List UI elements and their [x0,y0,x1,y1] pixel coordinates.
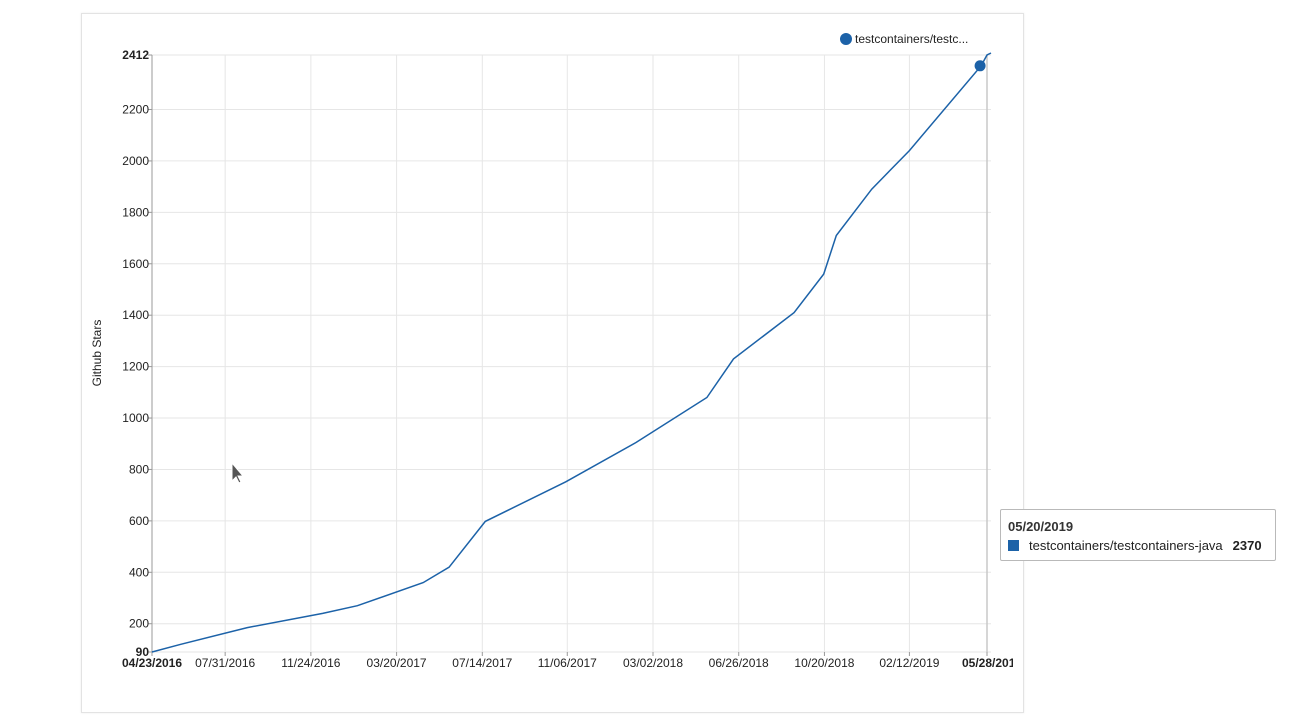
legend-marker [840,33,852,45]
tooltip-series-swatch [1008,540,1019,551]
tooltip-row: testcontainers/testcontainers-java 2370 [1008,538,1268,553]
y-tick-label: 1600 [122,257,149,271]
y-tick-label: 2000 [122,154,149,168]
y-tick-label: 2200 [122,103,149,117]
gridlines [148,54,991,656]
x-tick-label: 05/28/2019 [962,656,1022,670]
x-tick-label: 03/20/2017 [367,656,427,670]
y-tick-label: 1800 [122,205,149,219]
y-tick-label: 1000 [122,411,149,425]
tooltip-value: 2370 [1232,538,1262,553]
y-tick-label: 200 [129,617,149,631]
hover-tooltip: 05/20/2019 testcontainers/testcontainers… [1000,509,1276,561]
x-tick-label: 11/06/2017 [538,656,597,670]
x-tick-label: 07/14/2017 [452,656,512,670]
x-tick-label: 06/26/2018 [709,656,769,670]
x-tick-labels: 04/23/2016 07/31/2016 11/24/2016 03/20/2017… [122,656,1022,670]
y-tick-label: 800 [129,462,149,476]
y-tick-label: 400 [129,565,149,579]
tooltip-series-name: testcontainers/testcontainers-java [1029,538,1223,553]
series-line[interactable] [151,52,992,653]
y-tick-label: 2412 [122,48,149,62]
y-tick-label: 1400 [122,308,149,322]
x-tick-label: 07/31/2016 [195,656,255,670]
series-group [151,52,992,653]
y-axis-label: Github Stars [90,320,104,387]
x-tick-label: 02/12/2019 [879,656,939,670]
y-tick-labels: 90 200 400 600 800 1000 1200 1400 1600 1800 2000 22… [122,48,149,659]
y-tick-label: 600 [129,514,149,528]
x-tick-label: 11/24/2016 [281,656,340,670]
x-tick-label: 04/23/2016 [122,656,182,670]
chart-frame [81,13,1024,713]
x-tick-label: 03/02/2018 [623,656,683,670]
mouse-cursor-icon [231,462,245,484]
y-tick-label: 90 [136,645,150,659]
legend-label[interactable]: testcontainers/testc... [855,32,968,46]
x-tick-label: 10/20/2018 [794,656,854,670]
legend[interactable]: testcontainers/testc... [840,32,968,46]
tooltip-date: 05/20/2019 [1008,519,1074,534]
highlight-point[interactable] [974,60,986,72]
y-tick-label: 1200 [122,360,149,374]
